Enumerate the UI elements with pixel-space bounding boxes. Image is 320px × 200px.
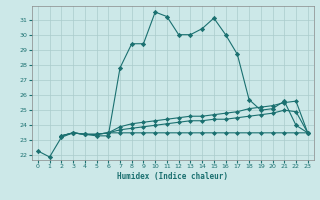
X-axis label: Humidex (Indice chaleur): Humidex (Indice chaleur)	[117, 172, 228, 181]
